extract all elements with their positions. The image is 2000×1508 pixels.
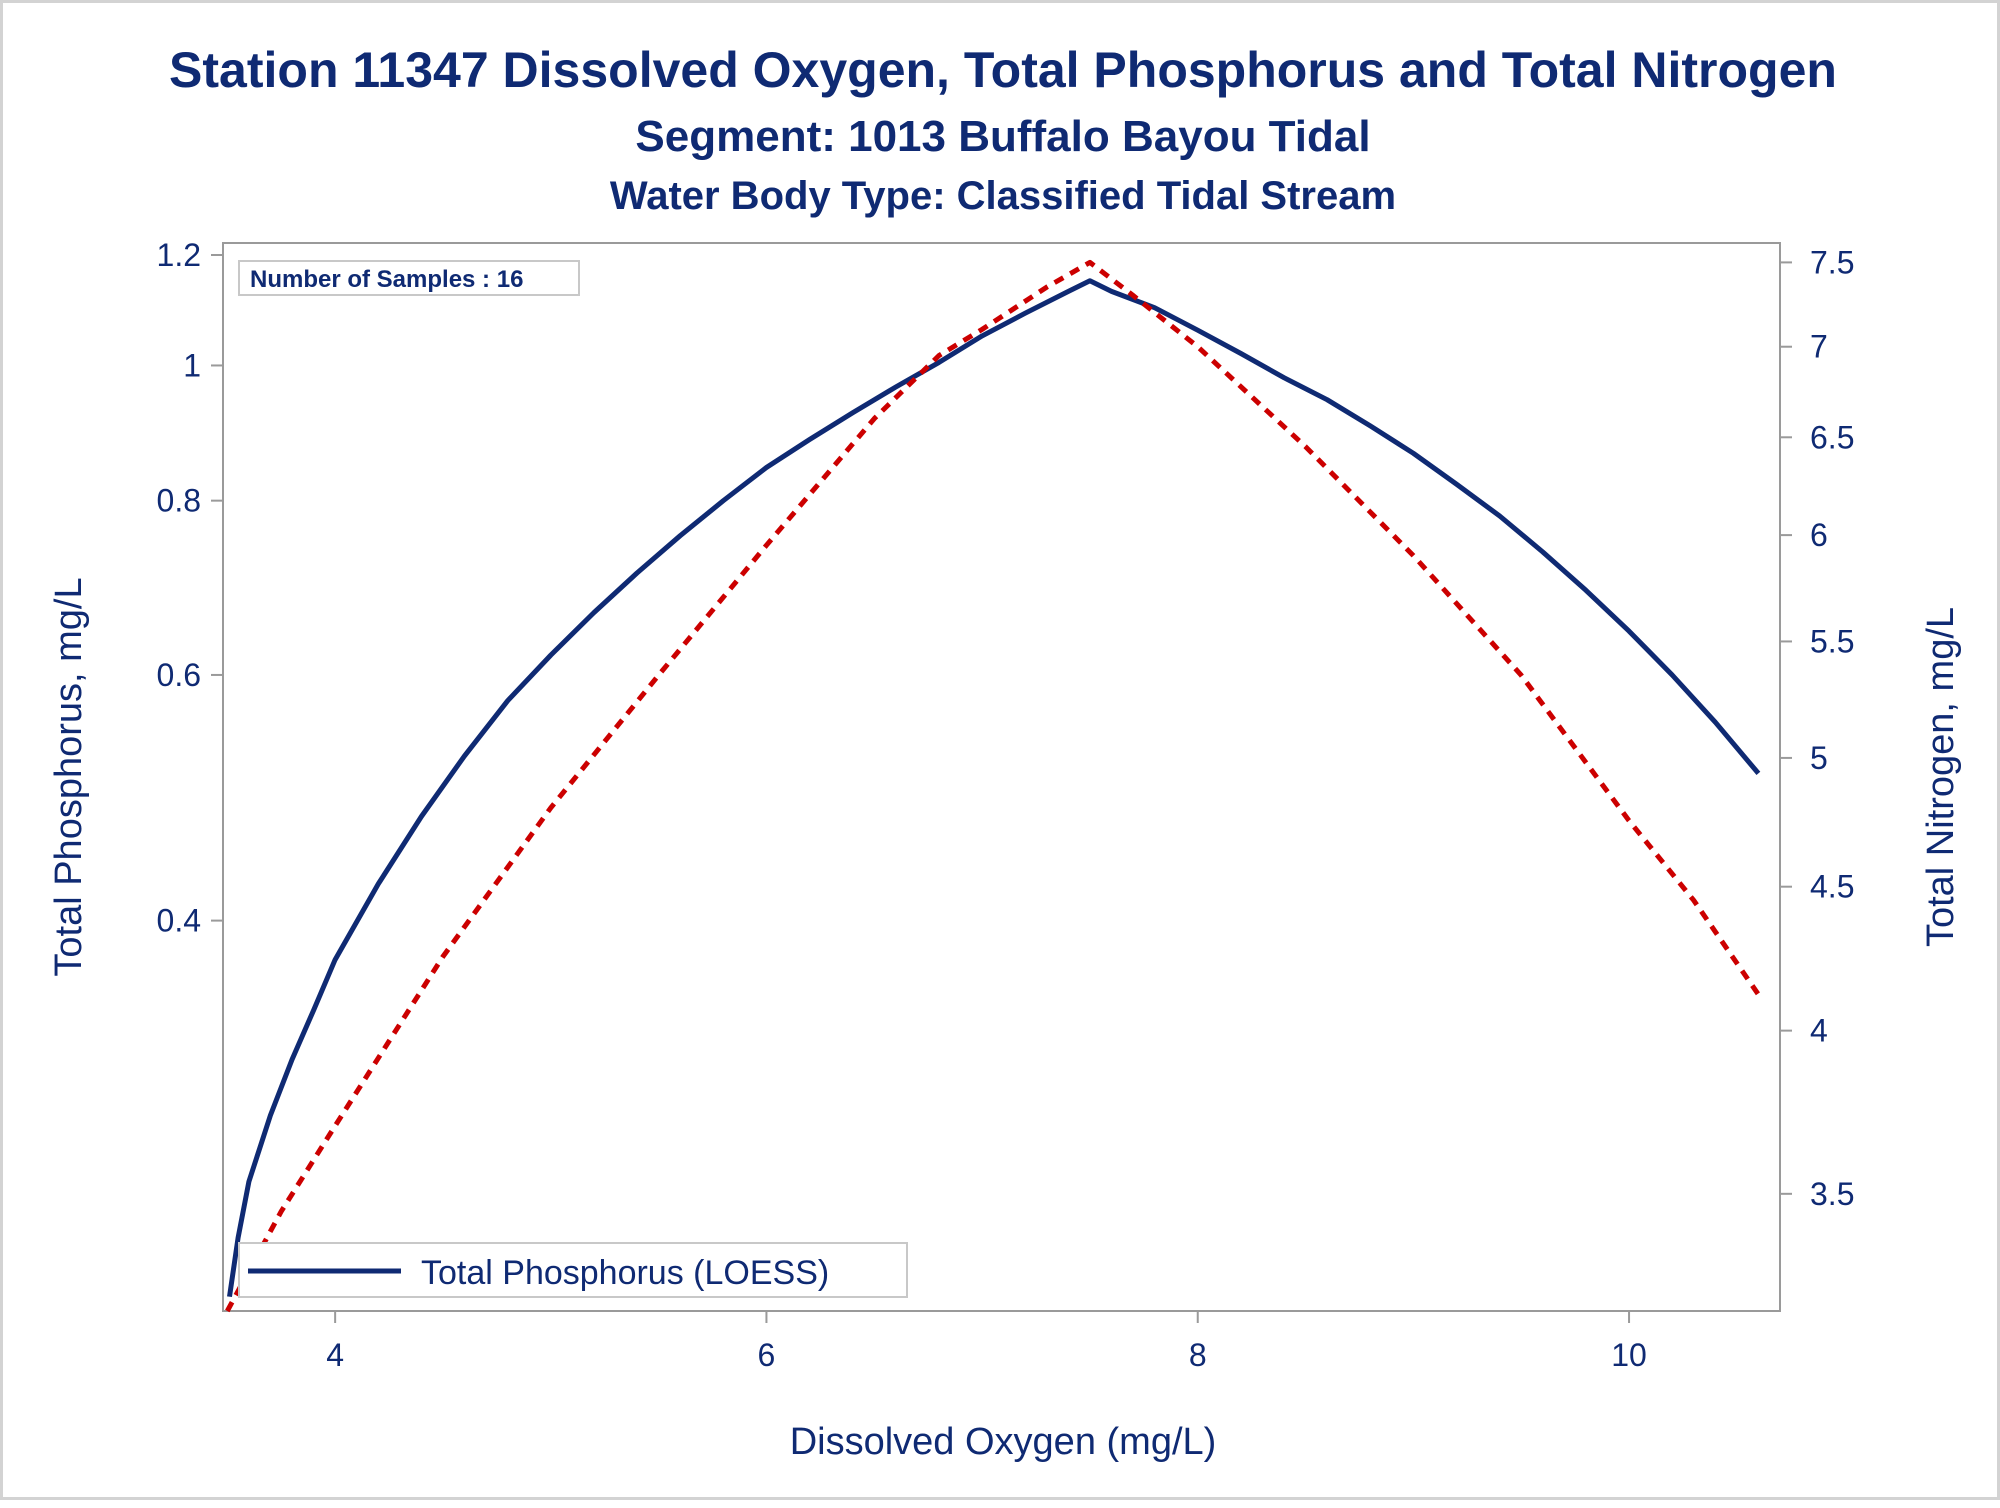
y-tick-label: 1 (183, 347, 201, 383)
right-axis: 3.5 4 4.5 5 5.5 6 6.5 7 7.5 (1780, 244, 1854, 1212)
plot-area-border (222, 242, 1781, 1312)
sample-count-label: Number of Samples : 16 (250, 266, 523, 293)
y-tick-label: 0.6 (157, 657, 201, 693)
chart-svg: Station 11347 Dissolved Oxygen, Total Ph… (48, 42, 1962, 1463)
legend-label: Total Phosphorus (LOESS) (421, 1254, 829, 1292)
y-tick-label: 1.2 (157, 237, 201, 273)
sample-count-inset: Number of Samples : 16 (238, 260, 580, 296)
legend: Total Phosphorus (LOESS) (238, 1242, 908, 1298)
sample-count-box (238, 260, 580, 296)
y-axis-label: Total Phosphorus, mg/L (48, 577, 90, 976)
chart-subtitle-2: Water Body Type: Classified Tidal Stream (610, 174, 1396, 218)
chart-subtitle: Segment: 1013 Buffalo Bayou Tidal (635, 112, 1370, 161)
x-tick-label: 4 (326, 1337, 344, 1373)
nitrogen-series-line (225, 259, 1761, 1313)
bottom-axis: 4 6 8 10 (326, 1311, 1647, 1373)
x-tick-label: 6 (758, 1337, 776, 1373)
chart-title: Station 11347 Dissolved Oxygen, Total Ph… (169, 42, 1837, 98)
series-layer (225, 259, 1761, 1313)
phosphorus-series-line (227, 278, 1761, 1298)
y2-tick-label: 3.5 (1810, 1176, 1854, 1212)
x-axis-label: Dissolved Oxygen (mg/L) (790, 1421, 1217, 1463)
x-tick-label: 8 (1189, 1337, 1207, 1373)
y2-tick-label: 6 (1810, 517, 1828, 553)
y2-axis-label: Total Nitrogen, mg/L (1920, 607, 1962, 947)
y2-tick-label: 5 (1810, 740, 1828, 776)
y-tick-label: 0.4 (157, 903, 201, 939)
y2-tick-label: 5.5 (1810, 623, 1854, 659)
x-tick-label: 10 (1611, 1337, 1647, 1373)
y2-tick-label: 7 (1810, 329, 1828, 365)
y2-tick-label: 6.5 (1810, 419, 1854, 455)
y2-tick-label: 7.5 (1810, 244, 1854, 280)
y-tick-label: 0.8 (157, 483, 201, 519)
y2-tick-label: 4.5 (1810, 869, 1854, 905)
left-axis: 0.4 0.6 0.8 1 1.2 (157, 237, 223, 939)
y2-tick-label: 4 (1810, 1013, 1828, 1049)
